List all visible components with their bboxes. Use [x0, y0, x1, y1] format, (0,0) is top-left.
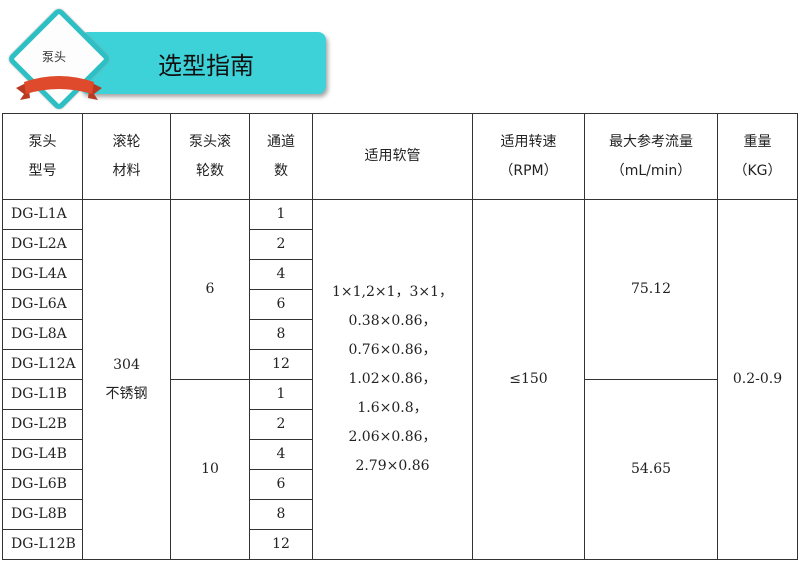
header-rollers: 泵头滚 轮数 — [170, 113, 250, 200]
model-cell: DG-L8A — [2, 319, 83, 350]
channel-cell: 1 — [249, 199, 313, 230]
table-row: DG-L6A 6 — [2, 289, 798, 320]
flow-cell: 54.65 — [584, 379, 718, 560]
table-row: DG-L2B 2 — [2, 409, 798, 440]
model-cell: DG-L8B — [2, 499, 83, 530]
ribbon-icon — [16, 76, 102, 100]
model-cell: DG-L1B — [2, 379, 83, 410]
model-cell: DG-L4B — [2, 439, 83, 470]
model-cell: DG-L6A — [2, 289, 83, 320]
channel-cell: 8 — [249, 499, 313, 530]
material-name: 不锈钢 — [105, 385, 148, 402]
weight-cell: 0.2-0.9 — [717, 199, 798, 560]
title-banner: 选型指南 — [80, 32, 326, 94]
model-cell: DG-L6B — [2, 469, 83, 500]
tubing-cell: 1×1,2×1，3×1， 0.38×0.86， 0.76×0.86， 1.02×0.8… — [312, 199, 473, 560]
channel-cell: 6 — [249, 469, 313, 500]
table-row: DG-L2A 2 — [2, 229, 798, 260]
table-row: DG-L1B 10 1 54.65 — [2, 379, 798, 560]
flow-cell: 75.12 — [584, 199, 718, 380]
table-row: DG-L4B 4 — [2, 439, 798, 470]
selection-table: 泵头 型号 滚轮 材料 泵头滚 轮数 通道数 适用软管 适用转速 （RPM） 最大参考流… — [2, 113, 798, 560]
channel-cell: 12 — [249, 529, 313, 560]
badge-label: 泵头 — [42, 50, 67, 64]
table-row: DG-L1A 304 不锈钢 6 1 1×1,2×1，3×1， 0.38×0.86， 0.76… — [2, 199, 798, 560]
table-row: DG-L12B 12 — [2, 529, 798, 560]
header-row: 泵头 型号 滚轮 材料 泵头滚 轮数 通道数 适用软管 适用转速 （RPM） 最大参考流… — [2, 113, 798, 200]
channel-cell: 2 — [249, 409, 313, 440]
channel-cell: 4 — [249, 439, 313, 470]
header-speed: 适用转速 （RPM） — [472, 113, 585, 200]
table-row: DG-L4A 4 — [2, 259, 798, 290]
speed-cell: ≤150 — [472, 199, 585, 560]
header-flow: 最大参考流量 （mL/min） — [584, 113, 718, 200]
rollers-cell: 10 — [170, 379, 250, 560]
table-row: DG-L8B 8 — [2, 499, 798, 530]
table-row: DG-L6B 6 — [2, 469, 798, 500]
tubing-size: 0.76×0.86， — [348, 342, 437, 358]
page-title: 选型指南 — [158, 52, 254, 80]
table-row: DG-L12A 12 — [2, 349, 798, 380]
channel-cell: 2 — [249, 229, 313, 260]
header-material: 滚轮 材料 — [82, 113, 171, 200]
tubing-size: 2.79×0.86 — [355, 458, 430, 474]
model-cell: DG-L2A — [2, 229, 83, 260]
tubing-size: 1.02×0.86， — [348, 371, 437, 387]
tubing-size: 1×1,2×1，3×1， — [331, 284, 454, 300]
rollers-cell: 6 — [170, 199, 250, 380]
model-cell: DG-L1A — [2, 199, 83, 230]
material-cell: 304 不锈钢 — [82, 199, 171, 560]
channel-cell: 6 — [249, 289, 313, 320]
header-weight: 重量 （KG） — [717, 113, 798, 200]
channel-cell: 4 — [249, 259, 313, 290]
model-cell: DG-L12B — [2, 529, 83, 560]
model-cell: DG-L2B — [2, 409, 83, 440]
header-tubing: 适用软管 — [312, 113, 473, 200]
channel-cell: 12 — [249, 349, 313, 380]
material-grade: 304 — [113, 356, 140, 373]
model-cell: DG-L12A — [2, 349, 83, 380]
channel-cell: 8 — [249, 319, 313, 350]
tubing-size: 2.06×0.86， — [348, 429, 437, 445]
model-cell: DG-L4A — [2, 259, 83, 290]
channel-cell: 1 — [249, 379, 313, 410]
tubing-size: 0.38×0.86， — [348, 313, 437, 329]
header-model: 泵头 型号 — [2, 113, 83, 200]
tubing-size: 1.6×0.8， — [357, 400, 428, 416]
header-channels: 通道数 — [249, 113, 313, 200]
